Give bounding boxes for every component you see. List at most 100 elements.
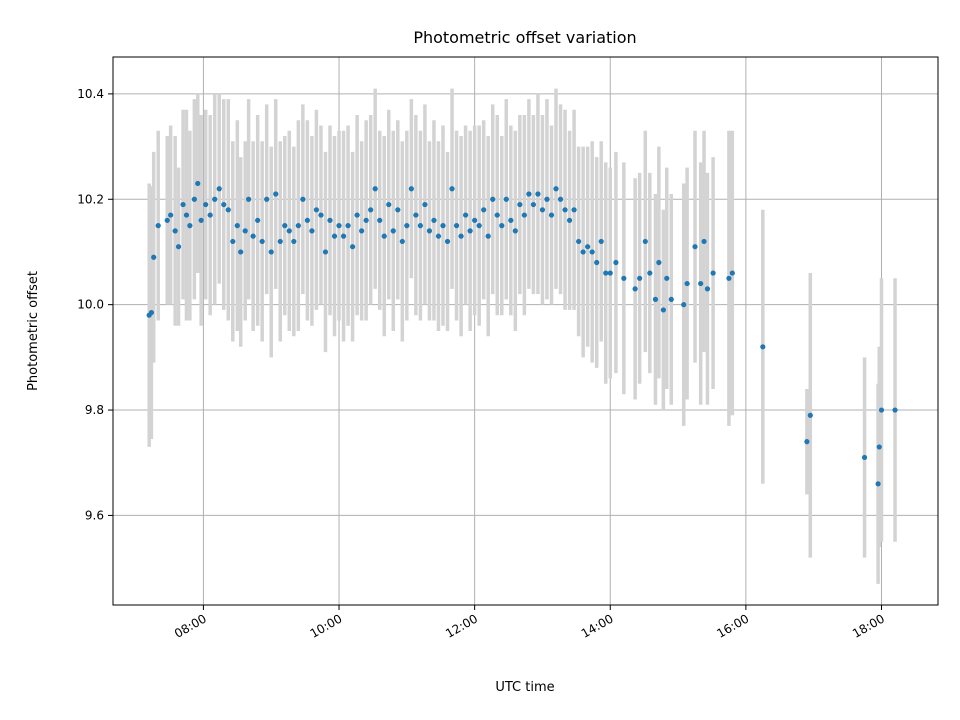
data-point — [660, 307, 666, 313]
data-point — [589, 249, 595, 255]
data-point — [521, 212, 527, 218]
data-point — [309, 228, 315, 234]
data-point — [642, 238, 648, 245]
data-point — [246, 196, 252, 202]
data-point — [875, 481, 881, 487]
y-axis-label: Photometric offset — [26, 271, 41, 391]
data-point — [692, 244, 698, 250]
data-point — [264, 196, 270, 202]
data-point — [485, 233, 491, 239]
data-point — [282, 223, 288, 229]
data-point — [526, 191, 532, 197]
data-point — [349, 244, 356, 250]
data-point — [435, 233, 442, 239]
data-point — [566, 217, 573, 223]
data-point — [729, 270, 735, 276]
data-point — [458, 233, 464, 239]
data-point — [291, 238, 297, 245]
data-point — [539, 207, 546, 213]
data-point — [544, 196, 550, 202]
data-point — [535, 191, 541, 197]
data-point — [481, 207, 487, 213]
data-point — [322, 249, 329, 255]
x-tick-label: 18:00 — [850, 611, 887, 640]
data-point — [295, 223, 301, 229]
data-point — [304, 217, 310, 223]
data-point — [155, 223, 161, 229]
data-point — [449, 186, 455, 192]
chart-title: Photometric offset variation — [413, 28, 636, 47]
data-point — [637, 275, 643, 281]
data-point — [368, 207, 374, 213]
data-point — [377, 217, 383, 223]
data-point — [876, 444, 882, 450]
data-point — [431, 217, 437, 223]
data-point — [372, 186, 378, 192]
data-point — [259, 238, 265, 245]
data-point — [490, 196, 496, 202]
data-point — [621, 275, 627, 281]
data-point — [472, 217, 478, 223]
data-point — [313, 207, 320, 213]
data-point — [363, 217, 369, 223]
data-point — [168, 212, 174, 218]
data-point — [632, 286, 638, 292]
data-point — [647, 270, 653, 276]
data-point — [684, 280, 690, 287]
data-point — [327, 217, 333, 223]
data-point — [151, 254, 157, 260]
data-point — [250, 233, 256, 239]
data-point — [530, 201, 537, 208]
data-point — [345, 223, 351, 229]
data-point — [203, 201, 209, 208]
data-point — [807, 412, 813, 418]
data-point — [476, 223, 482, 229]
data-point — [198, 217, 204, 223]
data-point — [698, 280, 704, 287]
data-point — [710, 270, 716, 276]
data-point — [234, 223, 240, 229]
data-point — [172, 228, 178, 234]
data-point — [426, 228, 433, 234]
data-point — [517, 201, 523, 208]
data-point — [318, 212, 324, 218]
data-points — [146, 180, 898, 487]
data-point — [395, 207, 401, 213]
data-point — [191, 196, 197, 202]
data-point — [440, 223, 446, 229]
data-point — [463, 212, 469, 218]
x-tick-label: 14:00 — [579, 611, 616, 640]
data-point — [183, 212, 190, 218]
data-point — [571, 207, 577, 213]
data-point — [331, 233, 338, 239]
data-point — [221, 201, 227, 208]
data-point — [399, 238, 405, 245]
x-axis-label: UTC time — [495, 680, 554, 695]
data-point — [212, 196, 218, 202]
data-point — [512, 228, 518, 234]
data-point — [390, 228, 396, 234]
data-point — [804, 439, 810, 445]
data-point — [453, 223, 460, 229]
data-point — [336, 223, 342, 229]
y-tick-label: 10.0 — [77, 298, 104, 312]
data-point — [760, 344, 766, 350]
data-point — [704, 286, 711, 292]
y-tick-label: 10.2 — [77, 192, 104, 206]
data-point — [148, 309, 155, 316]
data-point — [557, 196, 564, 202]
data-point — [613, 259, 619, 266]
data-point — [494, 212, 500, 218]
data-point — [603, 270, 609, 276]
data-point — [277, 238, 283, 245]
x-tick-label: 10:00 — [308, 611, 345, 640]
data-point — [242, 228, 248, 234]
data-point — [607, 270, 613, 276]
data-point — [381, 233, 387, 239]
data-point — [892, 407, 898, 413]
data-point — [508, 217, 514, 223]
data-point — [195, 180, 201, 187]
data-point — [354, 212, 360, 218]
data-point — [585, 244, 591, 250]
data-point — [386, 201, 392, 208]
